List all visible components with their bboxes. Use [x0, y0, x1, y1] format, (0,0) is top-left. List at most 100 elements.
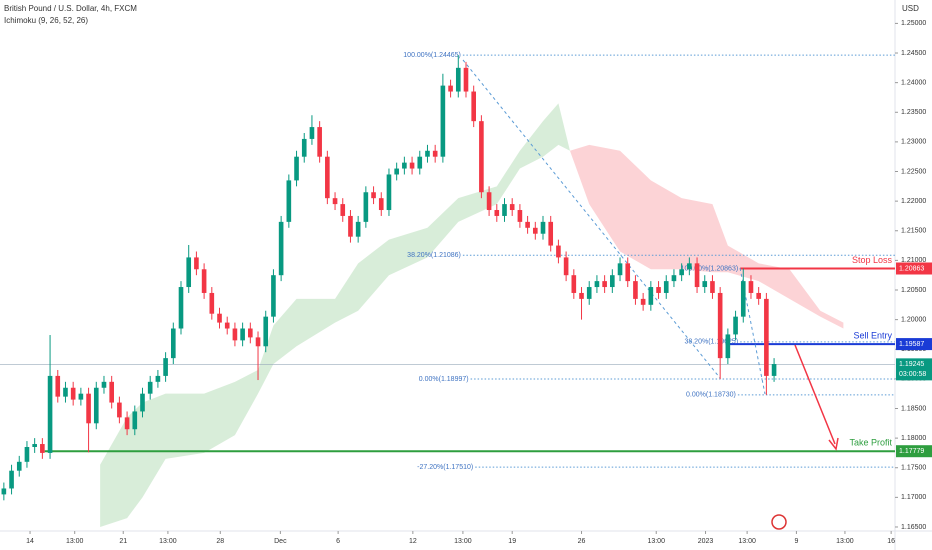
- candle-body: [325, 156, 330, 199]
- candle-body: [232, 328, 238, 341]
- y-tick-label: 1.17000: [901, 494, 926, 501]
- x-tick-label: 14: [26, 538, 34, 545]
- candle-body: [502, 204, 507, 216]
- candle-body: [656, 287, 661, 293]
- candle-body: [525, 221, 530, 228]
- candle-body: [417, 156, 423, 169]
- price-tag: [896, 445, 932, 458]
- y-tick-label: 1.22500: [901, 168, 926, 175]
- candle-body: [402, 162, 407, 169]
- arrow: [794, 344, 836, 445]
- candle-body: [756, 292, 761, 299]
- fib-label: 0.00%(1.18730): [686, 392, 736, 399]
- last-price-tag: [896, 358, 932, 381]
- y-tick-label: 1.17500: [901, 465, 926, 472]
- candle-body: [740, 281, 746, 317]
- candle-body: [717, 292, 723, 359]
- candle-body: [109, 381, 114, 403]
- candle-body: [648, 287, 654, 305]
- x-tick-label: 13:00: [454, 538, 472, 545]
- candle-body: [602, 281, 607, 288]
- candle-body: [394, 168, 399, 175]
- candle-body: [263, 316, 269, 347]
- candle-body: [186, 257, 192, 288]
- candle-body: [194, 257, 199, 270]
- candle-body: [163, 358, 168, 376]
- candle-body: [579, 292, 584, 299]
- x-tick-label: 26: [578, 538, 586, 545]
- price-tag-label: 1.20863: [899, 265, 924, 272]
- candle-body: [517, 210, 523, 222]
- last-price-label: 1.19245: [899, 361, 924, 368]
- x-tick-label: 6: [336, 538, 340, 545]
- candle-body: [471, 91, 476, 122]
- arrow-head: [828, 437, 839, 451]
- candle-body: [278, 221, 284, 276]
- y-tick-label: 1.18500: [901, 405, 926, 412]
- x-tick-label: 9: [794, 538, 798, 545]
- candle-body: [117, 402, 122, 418]
- candle-body: [679, 269, 684, 276]
- candle-body: [93, 387, 99, 424]
- candle-body: [610, 275, 615, 288]
- candle-body: [448, 85, 453, 92]
- candle-body: [155, 375, 161, 382]
- candle-body: [178, 287, 184, 329]
- x-tick-label: 13:00: [738, 538, 756, 545]
- x-tick-label: 2023: [698, 538, 714, 545]
- candle-body: [386, 174, 392, 211]
- trade-label: Take Profit: [849, 438, 892, 448]
- candle-body: [440, 85, 446, 157]
- candle-body: [301, 138, 307, 157]
- candle-body: [348, 215, 353, 237]
- fib-label: 0.00%(1.18997): [419, 376, 469, 383]
- candle-body: [9, 470, 14, 489]
- candle-body: [140, 393, 145, 412]
- candle-body: [124, 417, 130, 430]
- candle-body: [294, 156, 299, 181]
- candle-body: [209, 292, 215, 314]
- candle-body: [340, 204, 346, 216]
- fib-label: 38.20%(1.19625): [684, 339, 738, 346]
- x-tick-label: 19: [508, 538, 516, 545]
- candles: [1, 55, 777, 501]
- candle-body: [725, 334, 731, 359]
- candle-body: [255, 337, 261, 347]
- y-tick-label: 1.23000: [901, 139, 926, 146]
- y-tick-label: 1.23500: [901, 109, 926, 116]
- axes: 1.165001.170001.175001.180001.185001.190…: [26, 20, 932, 545]
- candle-body: [663, 281, 669, 293]
- candle-body: [378, 198, 384, 211]
- candle-body: [556, 245, 561, 258]
- candle-body: [594, 281, 600, 288]
- candle-body: [494, 210, 500, 216]
- candle-body: [509, 204, 515, 211]
- candle-body: [371, 192, 376, 199]
- candle-body: [332, 198, 338, 205]
- candle-body: [317, 127, 322, 157]
- candle-body: [101, 381, 107, 388]
- currency: USD: [902, 4, 919, 13]
- price-tag-label: 1.19587: [899, 341, 924, 348]
- candle-body: [571, 275, 577, 293]
- candle-body: [432, 150, 438, 157]
- x-tick-label: 13:00: [159, 538, 177, 545]
- candle-body: [40, 444, 45, 453]
- ichimoku-cloud: [569, 144, 844, 329]
- candle-body: [132, 411, 138, 430]
- candle-body: [240, 328, 245, 341]
- ichimoku-cloud: [100, 103, 570, 527]
- candle-body: [70, 387, 76, 400]
- y-tick-label: 1.24000: [901, 79, 926, 86]
- candle-body: [764, 298, 769, 376]
- y-tick-label: 1.24500: [901, 50, 926, 57]
- candle-body: [425, 150, 430, 157]
- candle-body: [694, 263, 700, 288]
- levels: 100.00%(1.24465) 38.20%(1.21086) 0.00%(1.1…: [0, 52, 895, 471]
- logo: [771, 514, 787, 530]
- x-tick-label: 28: [216, 538, 224, 545]
- candle-body: [55, 375, 61, 397]
- candle-body: [479, 121, 484, 193]
- y-tick-label: 1.20000: [901, 316, 926, 323]
- candle-body: [563, 257, 569, 276]
